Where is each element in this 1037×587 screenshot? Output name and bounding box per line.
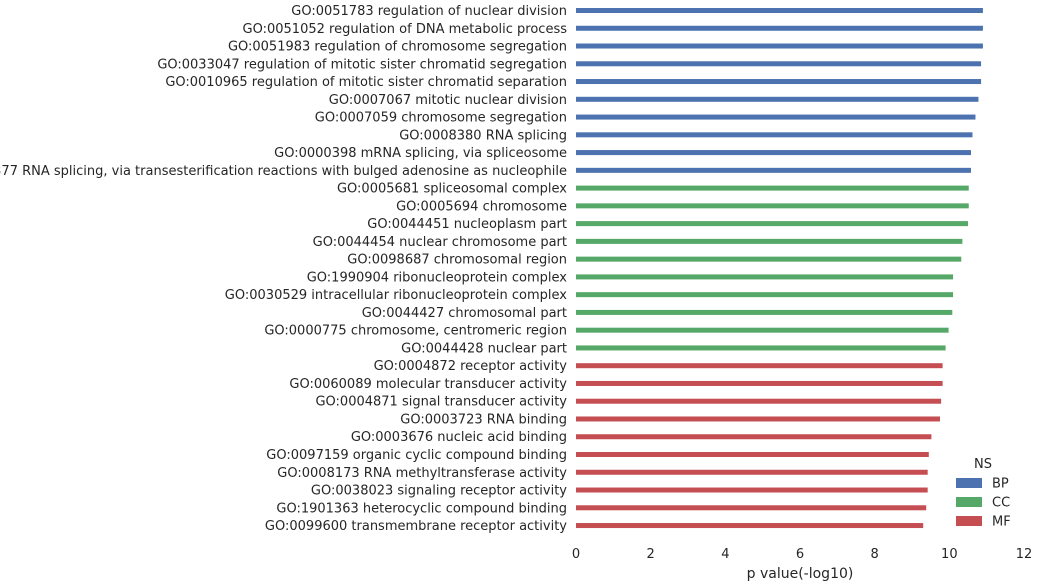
bar-mf — [576, 469, 928, 475]
category-label: GO:0060089 molecular transducer activity — [289, 377, 567, 392]
bar-cc — [576, 309, 953, 315]
category-label: GO:0044454 nuclear chromosome part — [313, 235, 567, 250]
bar-mf — [576, 505, 927, 511]
category-label: GO:0099600 transmembrane receptor activi… — [265, 519, 567, 534]
legend-label-mf: MF — [992, 515, 1011, 530]
category-label: GO:0097159 organic cyclic compound bindi… — [266, 448, 567, 463]
bar-bp — [576, 43, 983, 49]
bars-layer — [576, 8, 983, 529]
bar-cc — [576, 238, 963, 244]
bar-cc — [576, 274, 954, 280]
bar-mf — [576, 380, 943, 386]
category-label: GO:0044428 nuclear part — [401, 341, 567, 356]
x-tick-label: 2 — [647, 547, 655, 562]
legend-label-cc: CC — [992, 496, 1010, 511]
bar-bp — [576, 79, 982, 85]
bar-mf — [576, 523, 924, 529]
bar-bp — [576, 8, 983, 13]
category-label: GO:0000398 mRNA splicing, via spliceosom… — [274, 146, 567, 161]
category-label: GO:0098687 chromosomal region — [347, 253, 567, 268]
category-label: GO:0038023 signaling receptor activity — [311, 484, 567, 499]
x-tick-label: 10 — [941, 547, 958, 562]
category-label: GO:0000775 chromosome, centromeric regio… — [264, 324, 567, 339]
bar-bp — [576, 25, 983, 31]
legend-swatch-bp — [956, 478, 982, 488]
bar-mf — [576, 487, 928, 493]
category-label: GO:0005681 spliceosomal complex — [337, 182, 567, 197]
bar-bp — [576, 96, 979, 102]
category-label: GO:0010965 regulation of mitotic sister … — [165, 75, 567, 90]
bar-mf — [576, 416, 940, 422]
category-label: GO:0005694 chromosome — [396, 199, 567, 214]
bar-cc — [576, 221, 968, 227]
category-label: GO:0003723 RNA binding — [400, 412, 567, 427]
bar-cc — [576, 327, 949, 333]
category-label: GO:0051052 regulation of DNA metabolic p… — [243, 22, 568, 37]
category-label: GO:0004871 signal transducer activity — [315, 395, 567, 410]
category-label: GO:1990904 ribonucleoprotein complex — [307, 270, 568, 285]
bar-cc — [576, 185, 969, 191]
bar-cc — [576, 345, 946, 351]
legend-title: NS — [974, 457, 992, 472]
category-label: GO:0033047 regulation of mitotic sister … — [157, 57, 567, 72]
category-label: GO:0044427 chromosomal part — [362, 306, 567, 321]
category-label: GO:0044451 nucleoplasm part — [367, 217, 567, 232]
bar-bp — [576, 114, 976, 120]
category-label: GO:1901363 heterocyclic compound binding — [276, 501, 567, 516]
bar-bp — [576, 132, 973, 138]
bar-bp — [576, 150, 971, 156]
legend-label-bp: BP — [992, 477, 1009, 492]
x-tick-label: 6 — [796, 547, 804, 562]
category-label: GO:0030529 intracellular ribonucleoprote… — [225, 288, 568, 303]
category-label: GO:0051783 regulation of nuclear divisio… — [291, 4, 567, 19]
bar-bp — [576, 61, 982, 67]
bar-mf — [576, 434, 932, 440]
bar-mf — [576, 363, 943, 369]
x-axis-label: p value(-log10) — [747, 566, 854, 582]
x-tick-label: 8 — [871, 547, 879, 562]
category-label: GO:0007059 chromosome segregation — [315, 111, 567, 126]
legend: NS BP CC MF — [956, 457, 1011, 530]
category-label: GO:0008380 RNA splicing — [399, 128, 567, 143]
category-label: GO:0008173 RNA methyltransferase activit… — [277, 466, 567, 481]
bar-bp — [576, 167, 971, 173]
category-label: GO:0007067 mitotic nuclear division — [329, 93, 567, 108]
category-label: GO:0051983 regulation of chromosome segr… — [228, 40, 567, 55]
category-label: GO:0000377 RNA splicing, via transesteri… — [0, 164, 567, 179]
category-labels: GO:0051783 regulation of nuclear divisio… — [0, 4, 567, 534]
category-label: GO:0004872 receptor activity — [374, 359, 568, 374]
bar-cc — [576, 203, 969, 209]
bar-cc — [576, 256, 962, 262]
x-axis: 0 2 4 6 8 10 12 — [572, 547, 1032, 562]
x-tick-label: 4 — [721, 547, 729, 562]
bar-cc — [576, 292, 954, 298]
x-tick-label: 0 — [572, 547, 580, 562]
category-label: GO:0003676 nucleic acid binding — [351, 430, 567, 445]
bar-mf — [576, 398, 942, 404]
legend-swatch-cc — [956, 497, 982, 507]
x-tick-label: 12 — [1016, 547, 1033, 562]
bar-mf — [576, 452, 929, 457]
legend-swatch-mf — [956, 516, 982, 526]
